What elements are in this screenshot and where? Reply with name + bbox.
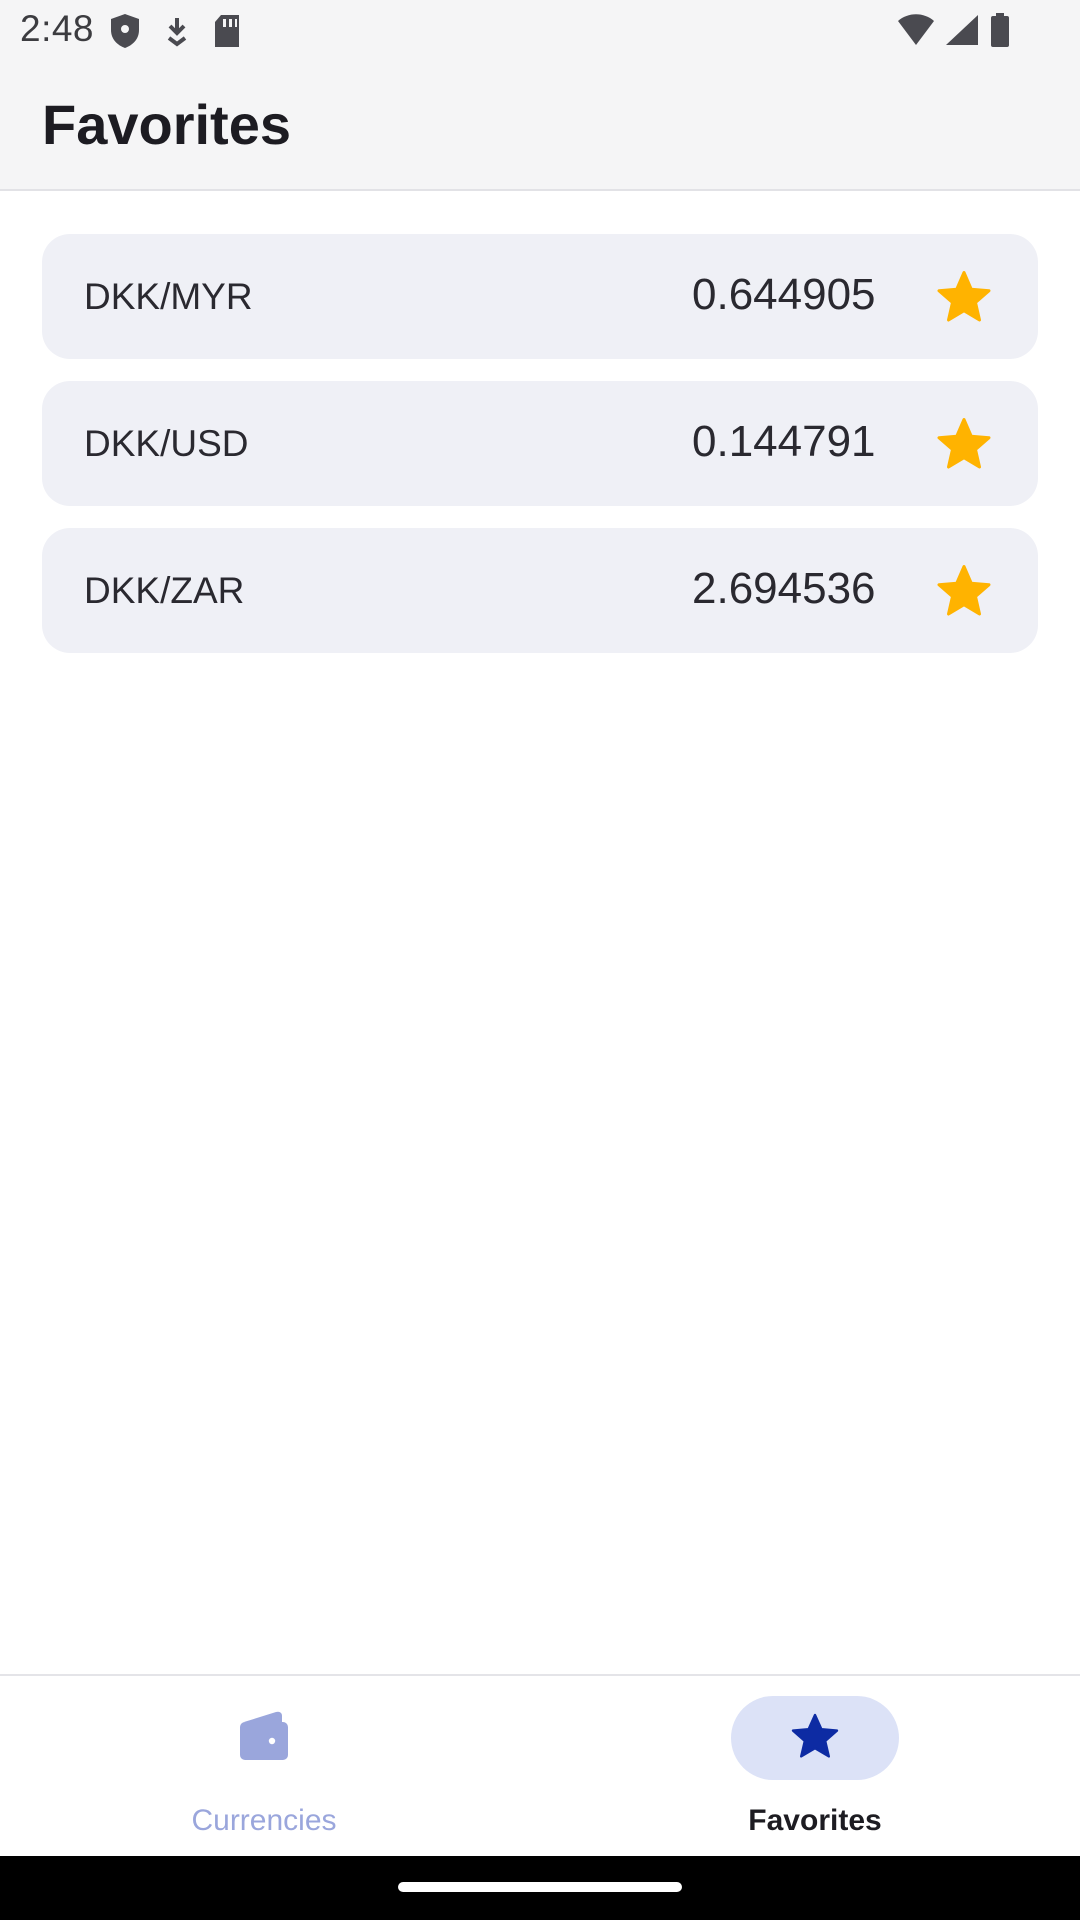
system-nav-bar bbox=[0, 1856, 1080, 1920]
star-icon[interactable] bbox=[934, 561, 994, 621]
status-bar: 2:48 bbox=[0, 0, 1080, 62]
wallet-icon bbox=[240, 1711, 288, 1760]
list-item[interactable]: DKK/MYR 0.644905 bbox=[42, 234, 1038, 359]
star-icon bbox=[791, 1713, 839, 1758]
status-right-icons bbox=[896, 12, 1012, 48]
bottom-nav: Currencies Favorites bbox=[0, 1674, 1080, 1858]
shield-icon bbox=[111, 14, 139, 48]
status-time: 2:48 bbox=[20, 8, 95, 49]
favorites-list: DKK/MYR 0.644905 DKK/USD 0.144791 DKK/ZA… bbox=[42, 234, 1038, 675]
app-bar: Favorites bbox=[0, 62, 1080, 191]
sd-card-icon bbox=[215, 15, 239, 47]
page-title: Favorites bbox=[42, 93, 291, 156]
star-icon[interactable] bbox=[934, 267, 994, 327]
battery-icon bbox=[991, 13, 1009, 47]
signal-icon bbox=[946, 15, 978, 45]
nav-label-currencies: Currencies bbox=[191, 1804, 337, 1837]
list-item[interactable]: DKK/ZAR 2.694536 bbox=[42, 528, 1038, 653]
wifi-icon bbox=[898, 14, 934, 45]
currency-pair: DKK/USD bbox=[84, 423, 249, 464]
nav-label-favorites: Favorites bbox=[748, 1804, 882, 1837]
home-indicator[interactable] bbox=[398, 1882, 682, 1892]
currency-pair: DKK/ZAR bbox=[84, 570, 245, 611]
exchange-rate: 2.694536 bbox=[692, 564, 876, 613]
download-icon bbox=[167, 18, 187, 47]
currency-pair: DKK/MYR bbox=[84, 276, 253, 317]
nav-item-currencies[interactable]: Currencies bbox=[0, 1676, 540, 1858]
exchange-rate: 0.644905 bbox=[692, 270, 876, 319]
exchange-rate: 0.144791 bbox=[692, 417, 876, 466]
status-left-icons bbox=[108, 12, 242, 50]
nav-item-favorites[interactable]: Favorites bbox=[540, 1676, 1080, 1858]
star-icon[interactable] bbox=[934, 414, 994, 474]
list-item[interactable]: DKK/USD 0.144791 bbox=[42, 381, 1038, 506]
